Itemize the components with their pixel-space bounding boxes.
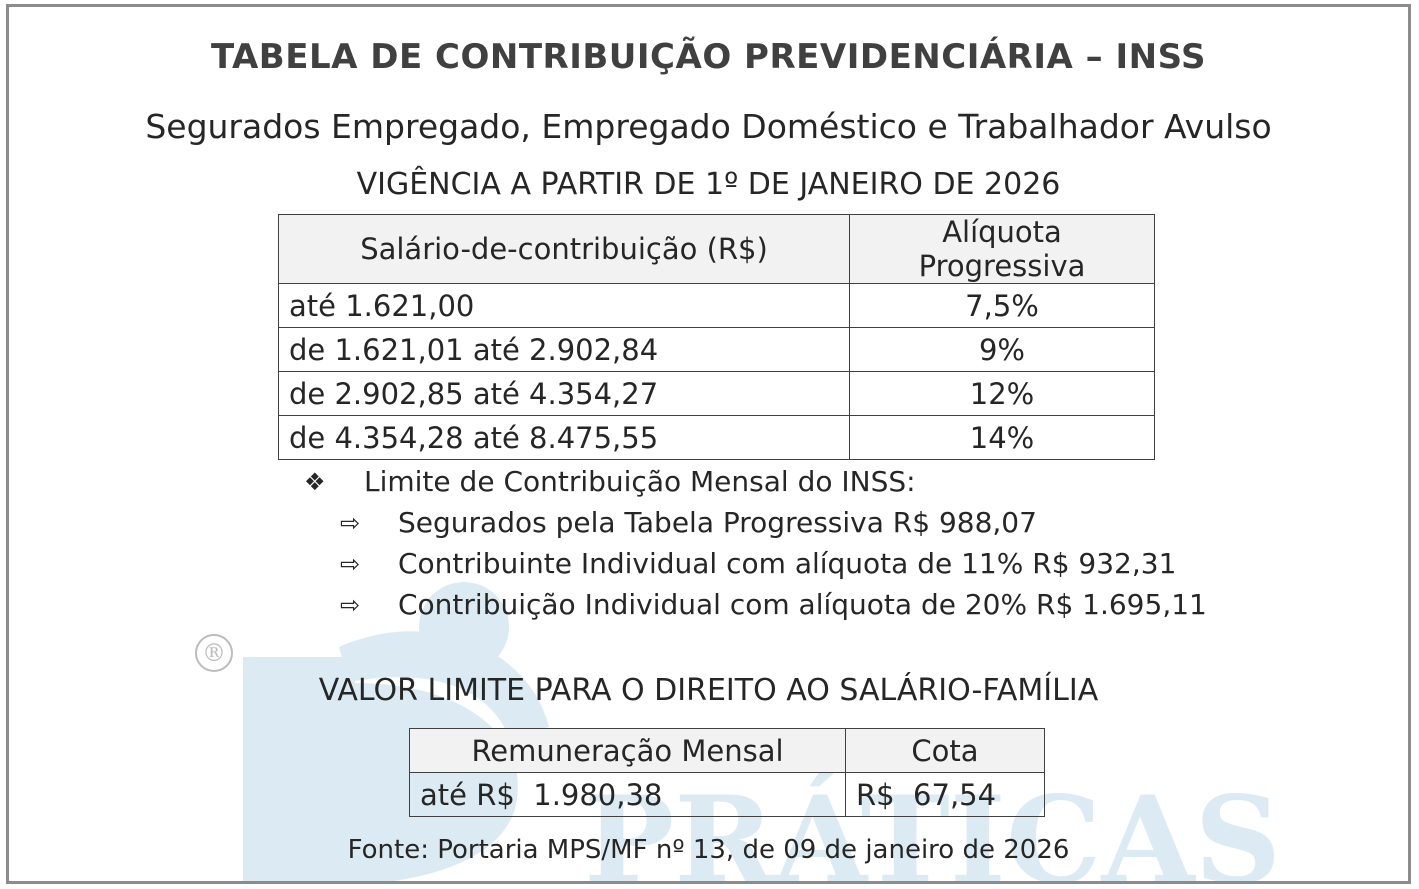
salario-familia-heading: VALOR LIMITE PARA O DIREITO AO SALÁRIO-F…: [318, 673, 1099, 708]
rate-cell: 12%: [849, 371, 1155, 416]
list-heading: ❖ Limite de Contribuição Mensal do INSS:: [304, 461, 1207, 502]
list-item: ⇨ Segurados pela Tabela Progressiva R$ 9…: [304, 502, 1207, 543]
document-frame: PRÁTICAS ® TABELA DE CONTRIBUIÇÃO PREVID…: [6, 4, 1411, 884]
table-header-row: Salário-de-contribuição (R$) Alíquota Pr…: [278, 214, 1155, 284]
salary-range-cell: de 1.621,01 até 2.902,84: [278, 327, 850, 372]
arrow-bullet-icon: ⇨: [340, 549, 361, 578]
arrow-bullet-icon: ⇨: [340, 590, 361, 619]
page-title: TABELA DE CONTRIBUIÇÃO PREVIDENCIÁRIA – …: [210, 37, 1207, 77]
column-header-remuneration: Remuneração Mensal: [409, 728, 846, 773]
salary-range-cell: de 2.902,85 até 4.354,27: [278, 371, 850, 416]
table-row: de 1.621,01 até 2.902,84 9%: [278, 327, 1155, 372]
limit-item-text: Contribuição Individual com alíquota de …: [398, 588, 1207, 621]
limit-item-text: Segurados pela Tabela Progressiva R$ 988…: [398, 506, 1037, 539]
page-subtitle: Segurados Empregado, Empregado Doméstico…: [145, 107, 1272, 146]
list-item: ⇨ Contribuição Individual com alíquota d…: [304, 584, 1207, 625]
table-header-row: Remuneração Mensal Cota: [409, 728, 1045, 773]
arrow-bullet-icon: ⇨: [340, 508, 361, 537]
column-header-rate: Alíquota Progressiva: [849, 214, 1155, 284]
table-row: de 2.902,85 até 4.354,27 12%: [278, 371, 1155, 416]
diamond-bullet-icon: ❖: [304, 467, 326, 496]
quota-cell: R$ 67,54: [845, 772, 1045, 817]
registered-mark-icon: ®: [195, 634, 233, 672]
column-header-salary: Salário-de-contribuição (R$): [278, 214, 850, 284]
table-row: até 1.621,00 7,5%: [278, 283, 1155, 328]
column-header-quota: Cota: [845, 728, 1045, 773]
contribution-limit-list: ❖ Limite de Contribuição Mensal do INSS:…: [304, 461, 1207, 625]
source-note: Fonte: Portaria MPS/MF nº 13, de 09 de j…: [347, 835, 1070, 865]
table-row: de 4.354,28 até 8.475,55 14%: [278, 415, 1155, 460]
table-row: até R$ 1.980,38 R$ 67,54: [409, 772, 1045, 817]
vigencia-heading: VIGÊNCIA A PARTIR DE 1º DE JANEIRO DE 20…: [356, 167, 1061, 202]
salary-range-cell: de 4.354,28 até 8.475,55: [278, 415, 850, 460]
salario-familia-table: Remuneração Mensal Cota até R$ 1.980,38 …: [409, 728, 1045, 817]
remuneration-cell: até R$ 1.980,38: [409, 772, 846, 817]
salary-range-cell: até 1.621,00: [278, 283, 850, 328]
limit-item-text: Contribuinte Individual com alíquota de …: [398, 547, 1177, 580]
contribution-table: Salário-de-contribuição (R$) Alíquota Pr…: [278, 214, 1155, 460]
rate-cell: 7,5%: [849, 283, 1155, 328]
limit-heading: Limite de Contribuição Mensal do INSS:: [364, 465, 916, 498]
rate-cell: 14%: [849, 415, 1155, 460]
list-item: ⇨ Contribuinte Individual com alíquota d…: [304, 543, 1207, 584]
rate-cell: 9%: [849, 327, 1155, 372]
